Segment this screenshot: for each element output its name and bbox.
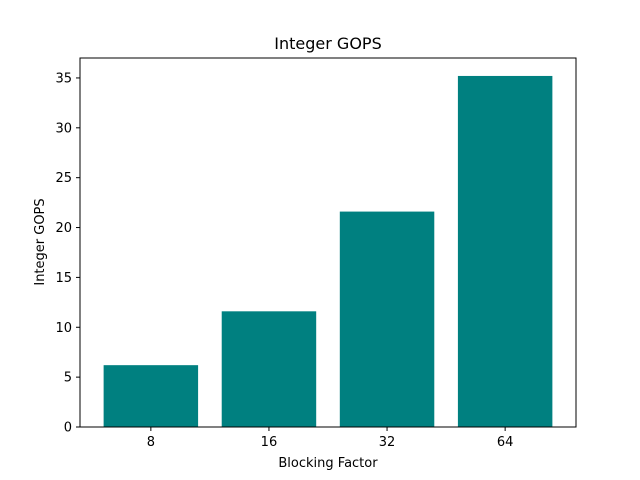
bar-64 <box>457 75 553 427</box>
y-tick-label: 30 <box>55 121 72 136</box>
x-tick-label: 32 <box>379 435 396 450</box>
y-tick-label: 25 <box>55 171 72 186</box>
bar-8 <box>103 365 199 427</box>
x-axis: 8 16 32 64 <box>147 427 514 450</box>
y-tick-label: 35 <box>55 71 72 86</box>
y-tick-label: 15 <box>55 271 72 286</box>
y-tick-label: 0 <box>64 421 72 436</box>
y-axis: 0 5 10 15 20 25 30 35 <box>55 71 80 436</box>
x-axis-label: Blocking Factor <box>278 456 378 471</box>
y-tick-label: 20 <box>55 221 72 236</box>
x-tick-label: 16 <box>261 435 278 450</box>
chart-title: Integer GOPS <box>274 34 381 53</box>
x-tick-label: 64 <box>497 435 514 450</box>
bar-32 <box>339 211 435 427</box>
bars-group <box>103 75 553 427</box>
y-tick-label: 10 <box>55 321 72 336</box>
x-tick-label: 8 <box>147 435 155 450</box>
plot-frame <box>79 57 577 428</box>
y-axis-label: Integer GOPS <box>33 198 48 285</box>
y-tick-label: 5 <box>64 371 72 386</box>
bar-16 <box>221 311 317 427</box>
